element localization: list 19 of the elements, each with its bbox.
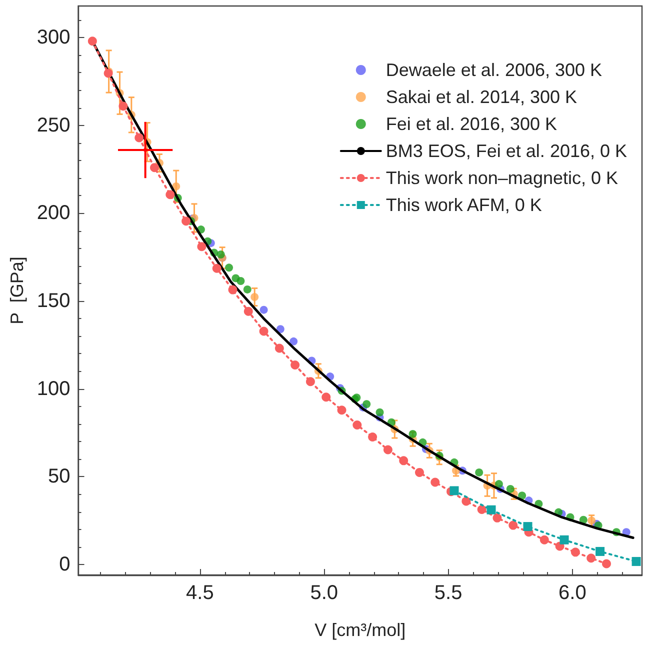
legend-label: BM3 EOS, Fei et al. 2016, 0 K	[386, 141, 628, 161]
y-tick-label: 200	[36, 202, 70, 224]
x-tick-label: 4.5	[186, 582, 214, 604]
legend-label: Sakai et al. 2014, 300 K	[386, 87, 578, 107]
y-tick-label: 0	[59, 553, 70, 576]
legend-label: Dewaele et al. 2006, 300 K	[386, 60, 602, 80]
y-tick-label: 150	[36, 290, 70, 312]
x-tick-label: 6.0	[558, 582, 586, 604]
y-tick-label: 300	[36, 26, 70, 49]
y-axis-title: P [GPa]	[7, 256, 27, 324]
y-tick-label: 100	[36, 378, 70, 400]
y-tick-label: 50	[48, 466, 70, 488]
legend-label: This work AFM, 0 K	[386, 195, 542, 215]
legend-label: This work non–magnetic, 0 K	[386, 168, 618, 188]
y-tick-label: 250	[36, 114, 70, 136]
x-tick-label: 5.0	[310, 582, 338, 604]
x-axis-title: V [cm³/mol]	[314, 620, 406, 640]
x-tick-label: 5.5	[434, 582, 462, 604]
legend-label: Fei et al. 2016, 300 K	[386, 114, 558, 134]
